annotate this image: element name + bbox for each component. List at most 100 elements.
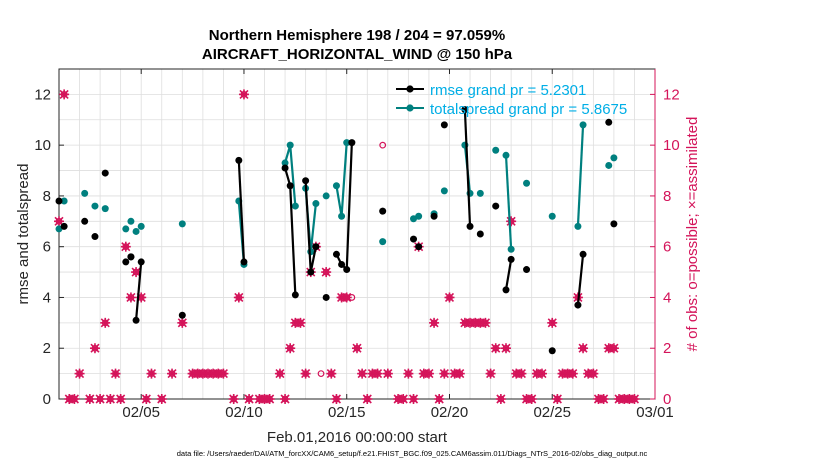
totalspread-point	[415, 212, 423, 220]
obs-possible-marker	[379, 141, 387, 149]
totalspread-point	[502, 151, 510, 159]
obs-assimilated-marker	[341, 292, 352, 303]
rmse-point	[343, 266, 351, 274]
rmse-point	[548, 347, 556, 355]
rmse-point	[101, 169, 109, 177]
totalspread-point	[492, 146, 500, 154]
rmse-point	[122, 258, 130, 266]
obs-assimilated-marker	[588, 368, 599, 379]
y-tick-label-left: 8	[43, 188, 51, 205]
rmse-point	[132, 316, 140, 324]
totalspread-point	[91, 202, 99, 210]
obs-assimilated-marker	[429, 317, 440, 328]
totalspread-point	[322, 192, 330, 200]
obs-assimilated-marker	[501, 343, 511, 354]
y-tick-label-left: 4	[43, 289, 51, 306]
rmse-line-segment	[504, 259, 513, 291]
rmse-line-segment	[576, 254, 585, 306]
axis-ticks: 02/05 02/10 02/15 02/20 02/25 03/010246810120…	[34, 69, 680, 421]
obs-assimilated-marker	[280, 394, 291, 404]
obs-assimilated-marker	[398, 394, 409, 404]
chart-title-line-1: Northern Hemisphere 198 / 204 = 97.059%	[209, 27, 505, 44]
obs-assimilated-marker	[110, 368, 121, 379]
x-axis-label: Feb.01,2016 00:00:00 start	[267, 429, 448, 446]
totalspread-point	[343, 139, 351, 147]
rmse-point	[440, 121, 448, 129]
rmse-point	[55, 197, 63, 205]
obs-assimilated-marker	[95, 394, 106, 404]
obs-assimilated-marker	[300, 368, 311, 379]
totalspread-point	[286, 141, 294, 149]
rmse-point	[291, 291, 299, 299]
rmse-point	[240, 258, 248, 266]
legend-rmse-marker	[406, 85, 414, 93]
obs-assimilated-marker	[552, 394, 563, 404]
y-axis-label-left: rmse and totalspread	[15, 164, 32, 305]
rmse-point	[476, 230, 484, 238]
obs-assimilated-marker	[547, 317, 558, 328]
obs-assimilated-marker	[120, 241, 131, 252]
legend-rmse-label: rmse grand pr = 5.2301	[430, 82, 586, 99]
chart-legend: rmse grand pr = 5.2301 totalspread grand…	[396, 82, 627, 118]
y-tick-label-right: 12	[663, 86, 680, 103]
rmse-point	[502, 286, 510, 294]
totalspread-point	[605, 161, 613, 169]
y-tick-label-right: 6	[663, 239, 671, 256]
totalspread-point	[132, 227, 140, 235]
totalspread-line-segment	[576, 124, 585, 227]
obs-assimilated-marker	[233, 292, 244, 303]
obs-assimilated-marker	[567, 368, 578, 379]
y-tick-label-left: 6	[43, 239, 51, 256]
rmse-point	[574, 301, 582, 309]
obs-assimilated-marker	[100, 317, 111, 328]
totalspread-point	[523, 179, 531, 187]
obs-assimilated-marker	[218, 368, 229, 379]
totalspread-point	[507, 245, 515, 253]
rmse-point	[332, 250, 340, 258]
obs-assimilated-marker	[598, 394, 609, 404]
obs-assimilated-marker	[115, 394, 126, 404]
y-tick-label-right: 2	[663, 340, 671, 357]
rmse-point	[307, 268, 315, 276]
totalspread-point	[332, 182, 340, 190]
totalspread-point	[81, 189, 89, 197]
totalspread-line-segment	[504, 155, 513, 250]
totalspread-line-segment	[335, 142, 348, 217]
obs-assimilated-marker	[167, 368, 178, 379]
rmse-point	[579, 250, 587, 258]
obs-assimilated-marker	[444, 292, 455, 303]
obs-assimilated-marker	[357, 368, 368, 379]
rmse-point	[322, 293, 330, 301]
rmse-point	[60, 222, 68, 230]
obs-assimilated-marker	[578, 343, 589, 354]
totalspread-point	[476, 189, 484, 197]
obs-assimilated-marker	[536, 368, 547, 379]
y-tick-label-left: 12	[34, 86, 51, 103]
y-tick-label-right: 4	[663, 289, 671, 306]
y-tick-label-left: 2	[43, 340, 51, 357]
rmse-point	[605, 118, 613, 126]
series-layer	[55, 106, 618, 355]
rmse-point	[379, 207, 387, 215]
rmse-point	[338, 260, 346, 268]
obs-assimilated-marker	[321, 267, 332, 278]
obs-assimilated-marker	[454, 368, 465, 379]
obs-assimilated-marker	[423, 368, 434, 379]
rmse-point	[137, 258, 145, 266]
obs-count-layer	[54, 89, 640, 404]
obs-assimilated-marker	[274, 368, 285, 379]
totalspread-point	[338, 212, 346, 220]
rmse-point	[415, 243, 423, 251]
obs-assimilated-marker	[84, 394, 95, 404]
obs-assimilated-marker	[629, 394, 640, 404]
obs-assimilated-marker	[408, 394, 419, 404]
totalspread-point	[127, 217, 135, 225]
obs-assimilated-marker	[382, 368, 393, 379]
totalspread-point	[101, 205, 109, 213]
obs-assimilated-marker	[295, 317, 306, 328]
x-tick-label: 02/20	[431, 404, 469, 421]
obs-assimilated-marker	[372, 368, 383, 379]
totalspread-point	[60, 197, 68, 205]
rmse-point	[410, 235, 418, 243]
